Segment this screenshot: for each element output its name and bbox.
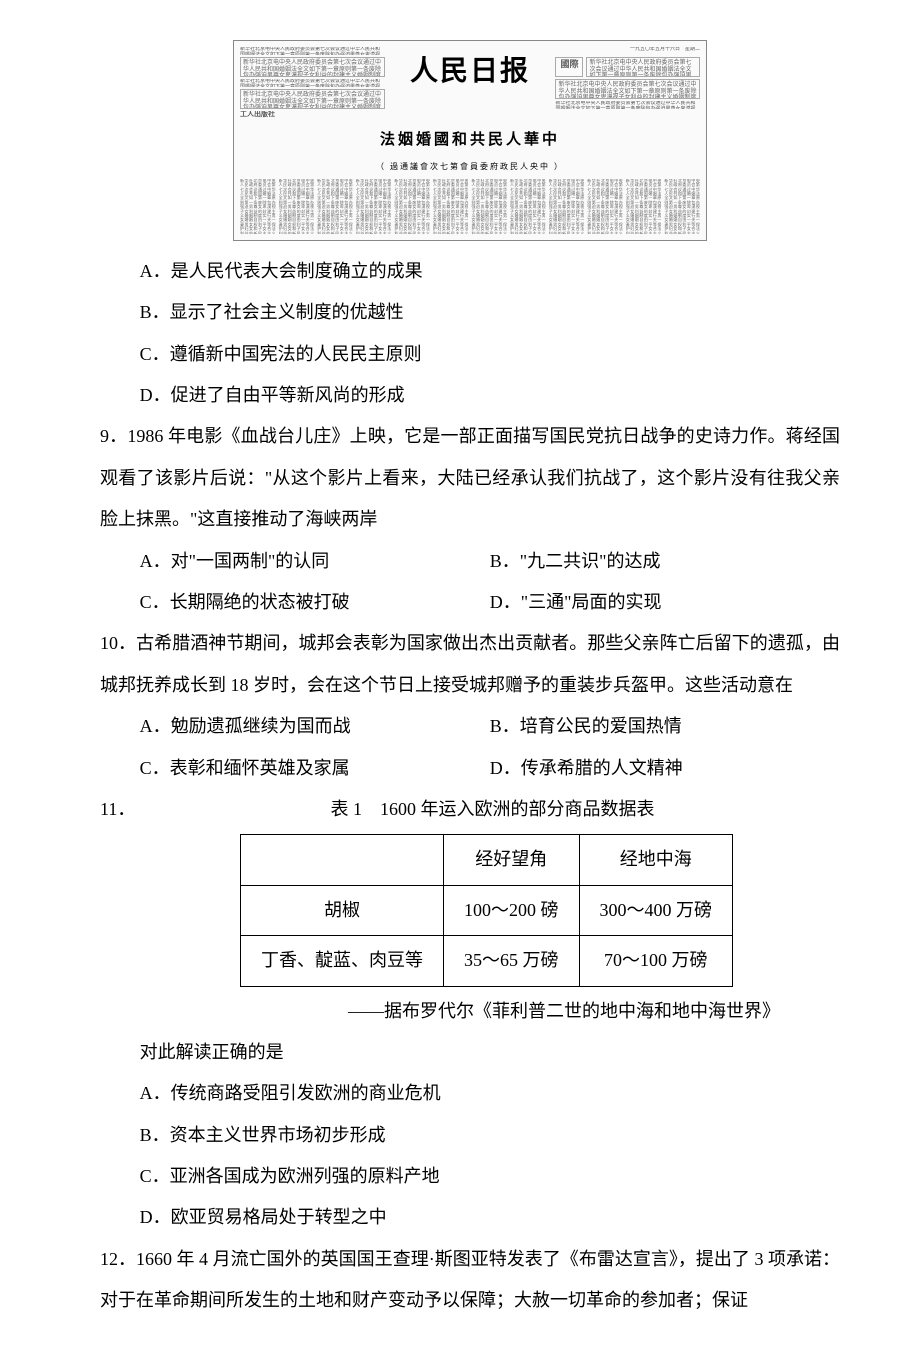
table-header-row: 经好望角 经地中海 (241, 835, 733, 885)
np-filler: 新华社北京电中央人民政府委员会第七次会议通过中华人民共和国婚姻法全文如下第一章原… (555, 101, 700, 109)
np-section-label: 國際 (555, 57, 583, 77)
np-filler: 新华社北京电中央人民政府委员会第七次会议通过中华人民共和国婚姻法全文如下第一章原… (240, 47, 385, 55)
np-col: 新华社北京电中央人民政府委员会第七次会议通过中华人民共和国婚姻法全文如下第一章原… (626, 179, 662, 234)
q10-option-a: A．勉励遗孤继续为国而战 (140, 706, 490, 747)
q11-source: ——据布罗代尔《菲利普二世的地中海和地中海世界》 (100, 991, 840, 1032)
q10-stem: 10．古希腊酒神节期间，城邦会表彰为国家做出杰出贡献者。那些父亲阵亡后留下的遗孤… (100, 623, 840, 706)
q11-lead: 对此解读正确的是 (100, 1032, 840, 1073)
np-col: 新华社北京电中央人民政府委员会第七次会议通过中华人民共和国婚姻法全文如下第一章原… (240, 179, 276, 234)
q11-option-b: B．资本主义世界市场初步形成 (100, 1115, 840, 1156)
q11-option-a: A．传统商路受阻引发欧洲的商业危机 (100, 1073, 840, 1114)
np-col: 新华社北京电中央人民政府委员会第七次会议通过中华人民共和国婚姻法全文如下第一章原… (394, 179, 430, 234)
q11-option-d: D．欧亚贸易格局处于转型之中 (100, 1197, 840, 1238)
q9-option-d: D．"三通"局面的实现 (490, 582, 840, 623)
exam-page: 新华社北京电中央人民政府委员会第七次会议通过中华人民共和国婚姻法全文如下第一章原… (0, 0, 920, 1362)
q11-number: 11． (100, 789, 145, 830)
q11-option-c: C．亚洲各国成为欧洲列强的原料产地 (100, 1156, 840, 1197)
np-top-box-left2: 新华社北京电中央人民政府委员会第七次会议通过中华人民共和国婚姻法全文如下第一章原… (240, 89, 385, 109)
q11-data-table: 经好望角 经地中海 胡椒 100～200 磅 300～400 万磅 丁香、靛蓝、… (240, 834, 733, 986)
q9-option-b: B．"九二共识"的达成 (490, 541, 840, 582)
np-date: 一九五〇年五月十六日 星期二 (555, 47, 700, 55)
np-col: 新华社北京电中央人民政府委员会第七次会议通过中华人民共和国婚姻法全文如下第一章原… (433, 179, 469, 234)
q10-option-b: B．培育公民的爱国热情 (490, 706, 840, 747)
np-top-box-right2: 新华社北京电中央人民政府委员会第七次会议通过中华人民共和国婚姻法全文如下第一章原… (555, 79, 700, 99)
table-cell: 丁香、靛蓝、肉豆等 (241, 936, 444, 986)
table-cell: 100～200 磅 (444, 885, 580, 935)
np-col: 新华社北京电中央人民政府委员会第七次会议通过中华人民共和国婚姻法全文如下第一章原… (317, 179, 353, 234)
np-body: 新华社北京电中央人民政府委员会第七次会议通过中华人民共和国婚姻法全文如下第一章原… (240, 179, 700, 234)
np-col: 新华社北京电中央人民政府委员会第七次会议通过中华人民共和国婚姻法全文如下第一章原… (279, 179, 315, 234)
q9-option-a: A．对"一国两制"的认同 (140, 541, 490, 582)
table-header-cell (241, 835, 444, 885)
np-col: 新华社北京电中央人民政府委员会第七次会议通过中华人民共和国婚姻法全文如下第一章原… (664, 179, 700, 234)
q12-stem: 12．1660 年 4 月流亡国外的英国国王查理·斯图亚特发表了《布雷达宣言》，… (100, 1239, 840, 1322)
q11-caption: 表 1 1600 年运入欧洲的部分商品数据表 (145, 789, 840, 830)
np-headline: 法姻婚國和共民人華中 (240, 123, 700, 158)
np-top-box-right: 新华社北京电中央人民政府委员会第七次会议通过中华人民共和国婚姻法全文如下第一章原… (586, 57, 700, 77)
table-header-cell: 经地中海 (579, 835, 733, 885)
q10-option-d: D．传承希腊的人文精神 (490, 748, 840, 789)
newspaper-image: 新华社北京电中央人民政府委员会第七次会议通过中华人民共和国婚姻法全文如下第一章原… (233, 40, 707, 241)
np-masthead: 人民日报 (391, 47, 550, 119)
q9-option-c: C．长期隔绝的状态被打破 (140, 582, 490, 623)
np-subhead: （ 過通議會次七第會員委府政民人央中 ） (240, 158, 700, 176)
table-row: 丁香、靛蓝、肉豆等 35～65 万磅 70～100 万磅 (241, 936, 733, 986)
q8-option-b: B．显示了社会主义制度的优越性 (100, 292, 840, 333)
table-header-cell: 经好望角 (444, 835, 580, 885)
table-cell: 35～65 万磅 (444, 936, 580, 986)
np-filler: 新华社北京电中央人民政府委员会第七次会议通过中华人民共和国婚姻法全文如下第一章原… (240, 79, 385, 87)
np-col: 新华社北京电中央人民政府委员会第七次会议通过中华人民共和国婚姻法全文如下第一章原… (587, 179, 623, 234)
np-col: 新华社北京电中央人民政府委员会第七次会议通过中华人民共和国婚姻法全文如下第一章原… (356, 179, 392, 234)
q9-stem: 9．1986 年电影《血战台儿庄》上映，它是一部正面描写国民党抗日战争的史诗力作… (100, 416, 840, 540)
q8-option-d: D．促进了自由平等新风尚的形成 (100, 375, 840, 416)
table-cell: 胡椒 (241, 885, 444, 935)
np-corner: 工人出版社 (240, 111, 385, 119)
np-col: 新华社北京电中央人民政府委员会第七次会议通过中华人民共和国婚姻法全文如下第一章原… (471, 179, 507, 234)
np-top-box-left: 新华社北京电中央人民政府委员会第七次会议通过中华人民共和国婚姻法全文如下第一章原… (240, 57, 385, 77)
table-cell: 300～400 万磅 (579, 885, 733, 935)
table-row: 胡椒 100～200 磅 300～400 万磅 (241, 885, 733, 935)
q10-option-c: C．表彰和缅怀英雄及家属 (140, 748, 490, 789)
np-col: 新华社北京电中央人民政府委员会第七次会议通过中华人民共和国婚姻法全文如下第一章原… (549, 179, 585, 234)
table-cell: 70～100 万磅 (579, 936, 733, 986)
q8-option-c: C．遵循新中国宪法的人民民主原则 (100, 334, 840, 375)
q8-option-a: A．是人民代表大会制度确立的成果 (100, 251, 840, 292)
np-col: 新华社北京电中央人民政府委员会第七次会议通过中华人民共和国婚姻法全文如下第一章原… (510, 179, 546, 234)
